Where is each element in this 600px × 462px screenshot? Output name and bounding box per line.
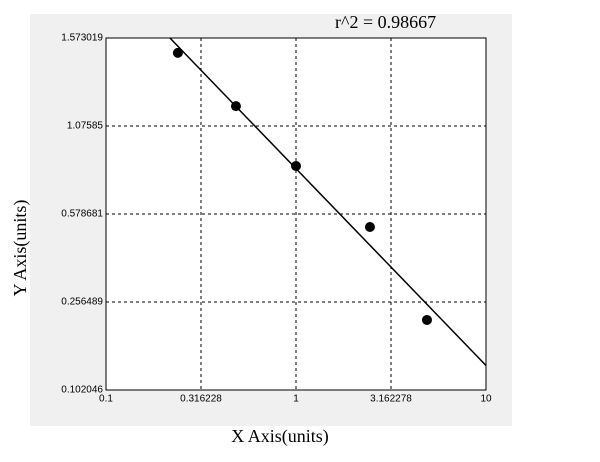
point [291,160,301,171]
x-axis-label: X Axis(units) [231,426,329,447]
y-tick-label: 1.07585 [67,121,104,132]
point [421,314,432,325]
x-tick-label: 0.1 [99,394,113,405]
annotation: r^2 = 0.98667 [335,12,436,32]
x-tick-label: 10 [480,394,492,405]
x-tick-label: 3.162278 [370,394,412,405]
point [172,47,183,58]
y-axis-label: Y Axis(units) [10,200,31,297]
point [364,222,375,233]
fit-line [169,37,487,367]
y-tick-label: 0.256489 [61,297,103,308]
y-tick-label: 1.573019 [61,33,103,44]
x-tick-label: 1 [293,394,299,405]
y-tick-label: 0.578681 [61,209,103,220]
y-tick-label: 0.102046 [61,385,103,396]
x-tick-label: 0.316228 [180,394,222,405]
